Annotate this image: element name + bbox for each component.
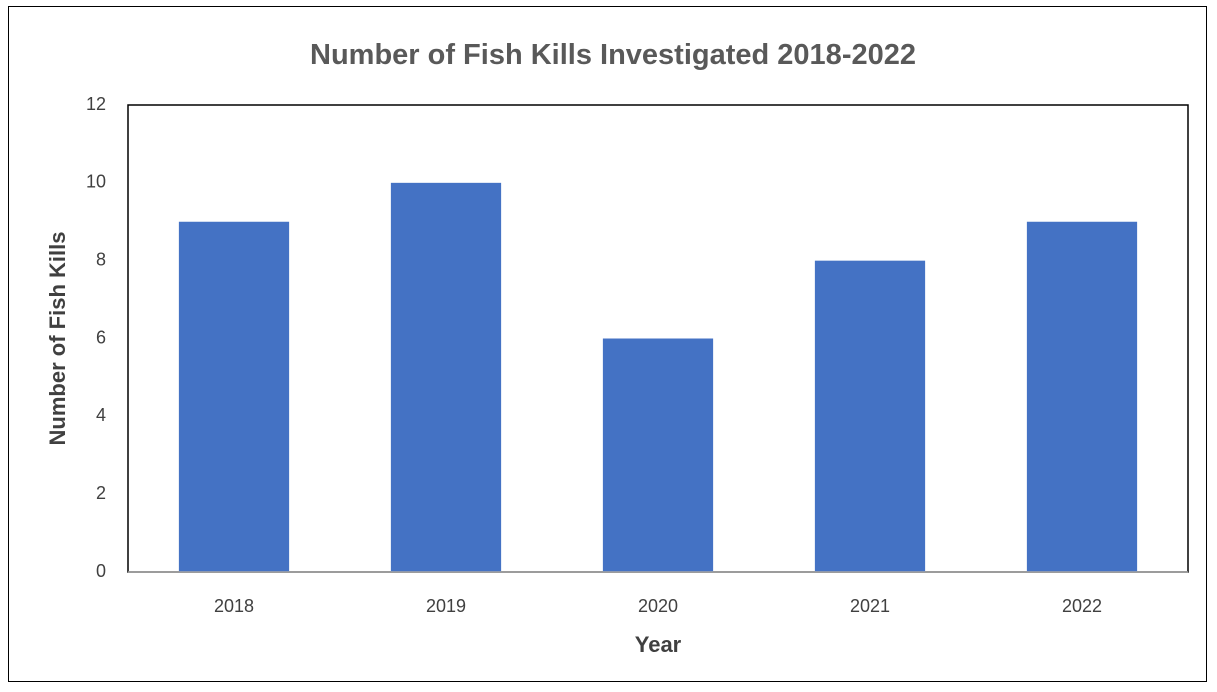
bar-2020 xyxy=(602,338,714,572)
x-tick-label: 2018 xyxy=(214,596,254,616)
x-tick-label: 2021 xyxy=(850,596,890,616)
chart-frame: Number of Fish Kills Investigated 2018-2… xyxy=(8,6,1207,682)
y-tick-label: 6 xyxy=(96,327,106,347)
x-tick-label: 2022 xyxy=(1062,596,1102,616)
y-tick-label: 8 xyxy=(96,249,106,269)
x-tick-label: 2020 xyxy=(638,596,678,616)
y-axis-ticks: 0 2 4 6 8 10 12 xyxy=(86,94,106,581)
bar-chart: Number of Fish Kills Investigated 2018-2… xyxy=(45,39,1189,657)
bar-2022 xyxy=(1026,221,1138,572)
bar-2021 xyxy=(814,260,926,572)
y-tick-label: 10 xyxy=(86,172,106,192)
bars xyxy=(178,182,1138,573)
y-tick-label: 0 xyxy=(96,561,106,581)
x-axis-title: Year xyxy=(635,632,682,657)
chart-title: Number of Fish Kills Investigated 2018-2… xyxy=(310,39,916,71)
y-axis-title: Number of Fish Kills xyxy=(45,232,70,446)
x-tick-label: 2019 xyxy=(426,596,466,616)
x-axis-ticks: 2018 2019 2020 2021 2022 xyxy=(214,596,1102,616)
y-tick-label: 4 xyxy=(96,405,106,425)
y-tick-label: 12 xyxy=(86,94,106,114)
y-tick-label: 2 xyxy=(96,483,106,503)
bar-2018 xyxy=(178,221,290,572)
bar-2019 xyxy=(390,182,502,573)
